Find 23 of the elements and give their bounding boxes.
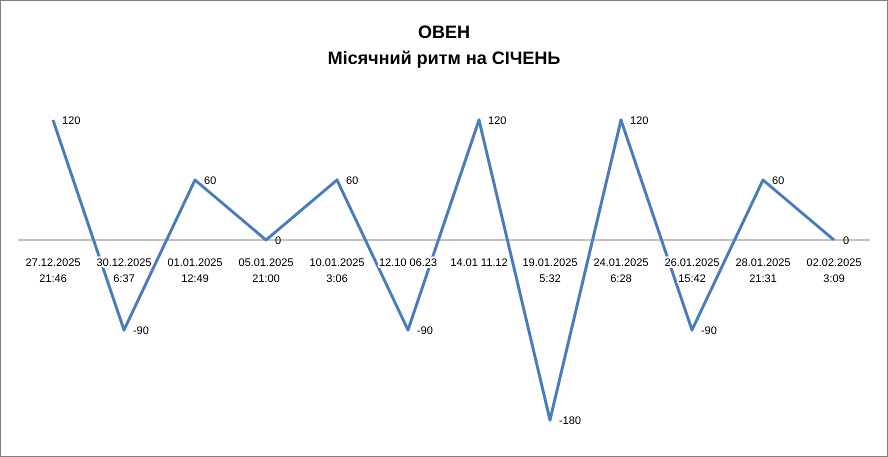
x-tick-label: 14.01 11.12 bbox=[450, 257, 508, 269]
data-label: 60 bbox=[772, 175, 784, 187]
x-tick-label: 19.01.2025 5:32 bbox=[522, 257, 578, 285]
x-tick-label: 28.01.2025 21:31 bbox=[735, 257, 791, 285]
x-tick-label: 05.01.2025 21:00 bbox=[238, 257, 294, 285]
data-label: -90 bbox=[417, 325, 433, 337]
chart-title: ОВЕН bbox=[418, 22, 470, 42]
data-label: 60 bbox=[346, 175, 358, 187]
chart-subtitle: Місячний ритм на СІЧЕНЬ bbox=[328, 48, 560, 68]
data-label: 0 bbox=[275, 235, 282, 247]
x-tick-label: 27.12.2025 21:46 bbox=[25, 257, 81, 285]
data-label: -180 bbox=[559, 415, 582, 427]
data-label: -90 bbox=[133, 325, 149, 337]
x-tick-label: 24.01.2025 6:28 bbox=[593, 257, 649, 285]
x-tick-label: 01.01.2025 12:49 bbox=[167, 257, 223, 285]
x-tick-label: 02.02.2025 3:09 bbox=[806, 257, 862, 285]
x-tick-label: 10.01.2025 3:06 bbox=[309, 257, 365, 285]
data-label: -90 bbox=[701, 325, 717, 337]
data-label: 60 bbox=[204, 175, 216, 187]
data-label: 0 bbox=[843, 235, 850, 247]
data-label: 120 bbox=[62, 115, 80, 127]
data-label: 120 bbox=[488, 115, 506, 127]
data-label: 120 bbox=[630, 115, 648, 127]
